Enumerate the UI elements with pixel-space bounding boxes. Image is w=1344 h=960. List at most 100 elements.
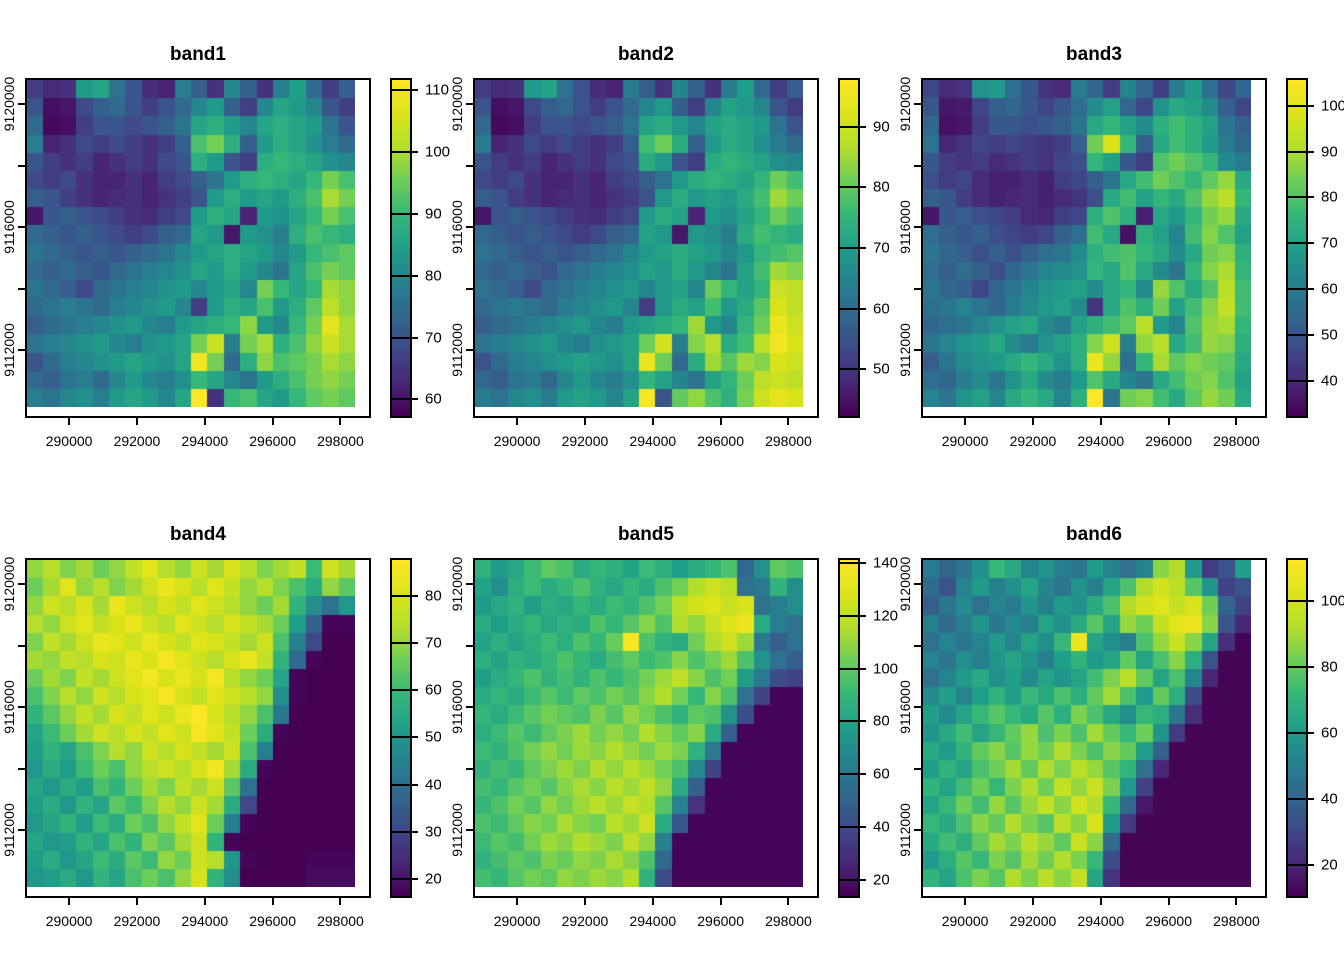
y-tick [466,706,473,709]
x-tick [1031,898,1034,905]
plot-panel-box [25,78,371,418]
y-tick-label: 9116000 [449,680,465,734]
heatmap-canvas-band1 [27,80,355,407]
y-tick-label: 9120000 [1,556,17,612]
colorbar-tick-label: 60 [425,681,442,699]
colorbar-tick [1286,731,1314,734]
colorbar-tick-label: 60 [425,390,442,408]
x-tick [583,418,586,425]
y-tick-label: 9112000 [449,323,465,378]
x-tick-label: 292000 [561,433,609,449]
x-tick-label: 296000 [697,913,744,929]
x-tick-label: 294000 [181,433,229,449]
x-tick [964,418,967,425]
colorbar-tick [838,307,866,310]
colorbar-tick-label: 70 [1321,234,1338,252]
plot-panel-box [473,78,819,418]
colorbar-tick-label: 50 [425,728,442,746]
panel-title: band5 [618,524,674,545]
y-tick [18,706,25,709]
x-tick-label: 292000 [113,433,161,449]
y-tick-label: 9120000 [897,556,913,612]
y-tick [914,829,921,832]
y-tick [466,829,473,832]
x-tick [583,898,586,905]
x-tick [271,418,274,425]
colorbar-tick-label: 60 [873,300,890,318]
colorbar-tick-label: 50 [873,360,890,378]
heatmap-canvas-band5 [475,560,803,887]
y-tick [914,287,921,290]
colorbar-tick-label: 90 [425,205,442,223]
plot-panel-box [473,558,819,898]
colorbar-tick [1286,863,1314,866]
y-tick [914,706,921,709]
colorbar-tick [390,398,418,401]
colorbar-tick-label: 80 [873,712,890,730]
colorbar-tick-label: 20 [1321,856,1338,874]
y-tick [914,767,921,770]
colorbar-tick [390,783,418,786]
y-tick [18,226,25,229]
y-tick [914,583,921,586]
x-tick-label: 298000 [765,433,812,449]
y-tick-label: 9112000 [1,803,17,858]
colorbar-tick-label: 100 [1321,97,1344,115]
x-tick [1099,418,1102,425]
y-tick [18,644,25,647]
colorbar-tick-label: 40 [873,818,890,836]
x-tick [1167,418,1170,425]
y-tick [914,103,921,106]
colorbar-tick-label: 110 [425,81,449,99]
colorbar-tick-label: 70 [425,634,442,652]
x-tick [68,898,71,905]
x-tick [516,418,519,425]
y-tick [914,644,921,647]
colorbar-tick-label: 20 [873,871,890,889]
x-tick [1099,898,1102,905]
colorbar-tick [838,825,866,828]
colorbar-band4 [390,558,412,898]
colorbar-tick-label: 70 [873,239,890,257]
heatmap-canvas-band3 [923,80,1251,407]
x-tick-label: 296000 [697,433,744,449]
colorbar-tick-label: 60 [873,765,890,783]
colorbar-tick [838,667,866,670]
colorbar-tick [390,336,418,339]
y-tick [466,287,473,290]
colorbar-tick [838,368,866,371]
y-tick-label: 9116000 [1,200,17,254]
colorbar-tick-label: 80 [425,587,442,605]
x-tick-label: 292000 [1009,913,1057,929]
subplot-band5: band5 290000 292000 294000 296000 298000 91200… [448,480,898,960]
colorbar-tick [838,125,866,128]
y-tick-label: 9120000 [449,556,465,612]
y-tick [466,103,473,106]
colorbar-tick [390,213,418,215]
colorbar-tick-label: 90 [873,118,890,136]
x-tick [787,898,790,905]
x-tick-label: 290000 [941,433,989,449]
y-tick [914,164,921,167]
colorbar-gradient [840,560,858,896]
colorbar-tick-label: 90 [1321,143,1338,160]
y-tick [914,226,921,229]
colorbar-tick-label: 100 [1321,592,1344,610]
colorbar-tick [1286,104,1314,107]
panel-title: band1 [170,44,226,65]
x-tick-label: 298000 [765,913,812,929]
y-tick [18,287,25,290]
colorbar-tick-label: 40 [1321,372,1338,390]
plot-panel-box [921,78,1267,418]
colorbar-tick [1286,334,1314,337]
x-tick [68,418,71,425]
x-tick [964,898,967,905]
y-tick-label: 9120000 [1,76,17,132]
y-tick [18,103,25,106]
y-tick-label: 9112000 [1,323,17,378]
y-tick-label: 9112000 [449,803,465,858]
colorbar-tick [838,720,866,723]
x-tick [271,898,274,905]
colorbar-tick [390,878,418,881]
x-tick-label: 294000 [181,913,229,929]
